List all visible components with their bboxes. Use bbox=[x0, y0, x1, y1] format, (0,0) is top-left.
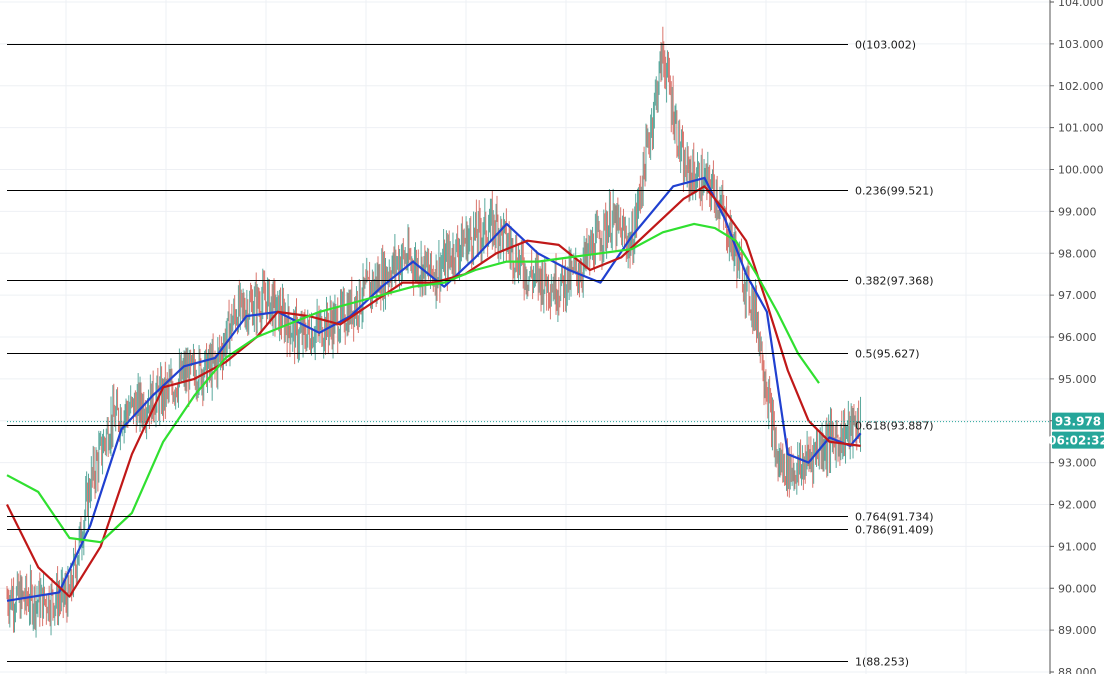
price-tick-label: 101.000 bbox=[1058, 122, 1104, 135]
price-tick-label: 103.000 bbox=[1058, 38, 1104, 51]
moving-average-line bbox=[6, 222, 820, 544]
fib-level-label: 0.382(97.368) bbox=[855, 275, 934, 288]
fibonacci-retracement[interactable]: 0(103.002) 0.236(99.521) 0.382(97.368) 0.5(… bbox=[7, 39, 934, 669]
fib-level-label: 0.618(93.887) bbox=[855, 420, 934, 433]
price-axis[interactable]: 104.000 103.000 102.000 101.000 100.000 99.00… bbox=[1050, 0, 1104, 674]
price-tick-label: 93.000 bbox=[1058, 457, 1097, 470]
price-tick-label: 95.000 bbox=[1058, 373, 1097, 386]
last-price-badges: 93.978 06:02:32 bbox=[1048, 412, 1108, 449]
grid bbox=[0, 0, 1050, 674]
countdown-badge bbox=[1052, 431, 1104, 449]
price-tick-label: 97.000 bbox=[1058, 289, 1097, 302]
price-tick-label: 100.000 bbox=[1058, 164, 1104, 177]
last-price-badge bbox=[1052, 412, 1104, 430]
price-tick-label: 92.000 bbox=[1058, 499, 1097, 512]
fib-level-label: 1(88.253) bbox=[855, 656, 909, 669]
fib-level-label: 0.236(99.521) bbox=[855, 185, 934, 198]
price-tick-label: 91.000 bbox=[1058, 540, 1097, 553]
fib-level-label: 0.764(91.734) bbox=[855, 511, 934, 524]
price-tick-label: 88.000 bbox=[1058, 666, 1097, 674]
price-tick-label: 89.000 bbox=[1058, 624, 1097, 637]
countdown-value: 06:02:32 bbox=[1048, 434, 1108, 448]
fib-level-label: 0.5(95.627) bbox=[855, 348, 920, 361]
price-tick-label: 90.000 bbox=[1058, 582, 1097, 595]
fib-level-label: 0.786(91.409) bbox=[855, 524, 934, 537]
price-tick-label: 104.000 bbox=[1058, 0, 1104, 9]
price-tick-label: 99.000 bbox=[1058, 205, 1097, 218]
last-price-value: 93.978 bbox=[1055, 415, 1101, 429]
moving-average-line bbox=[6, 176, 862, 602]
price-tick-label: 98.000 bbox=[1058, 247, 1097, 260]
moving-averages bbox=[6, 176, 862, 602]
price-tick-label: 96.000 bbox=[1058, 331, 1097, 344]
fib-level-label: 0(103.002) bbox=[855, 39, 916, 52]
price-tick-label: 102.000 bbox=[1058, 80, 1104, 93]
